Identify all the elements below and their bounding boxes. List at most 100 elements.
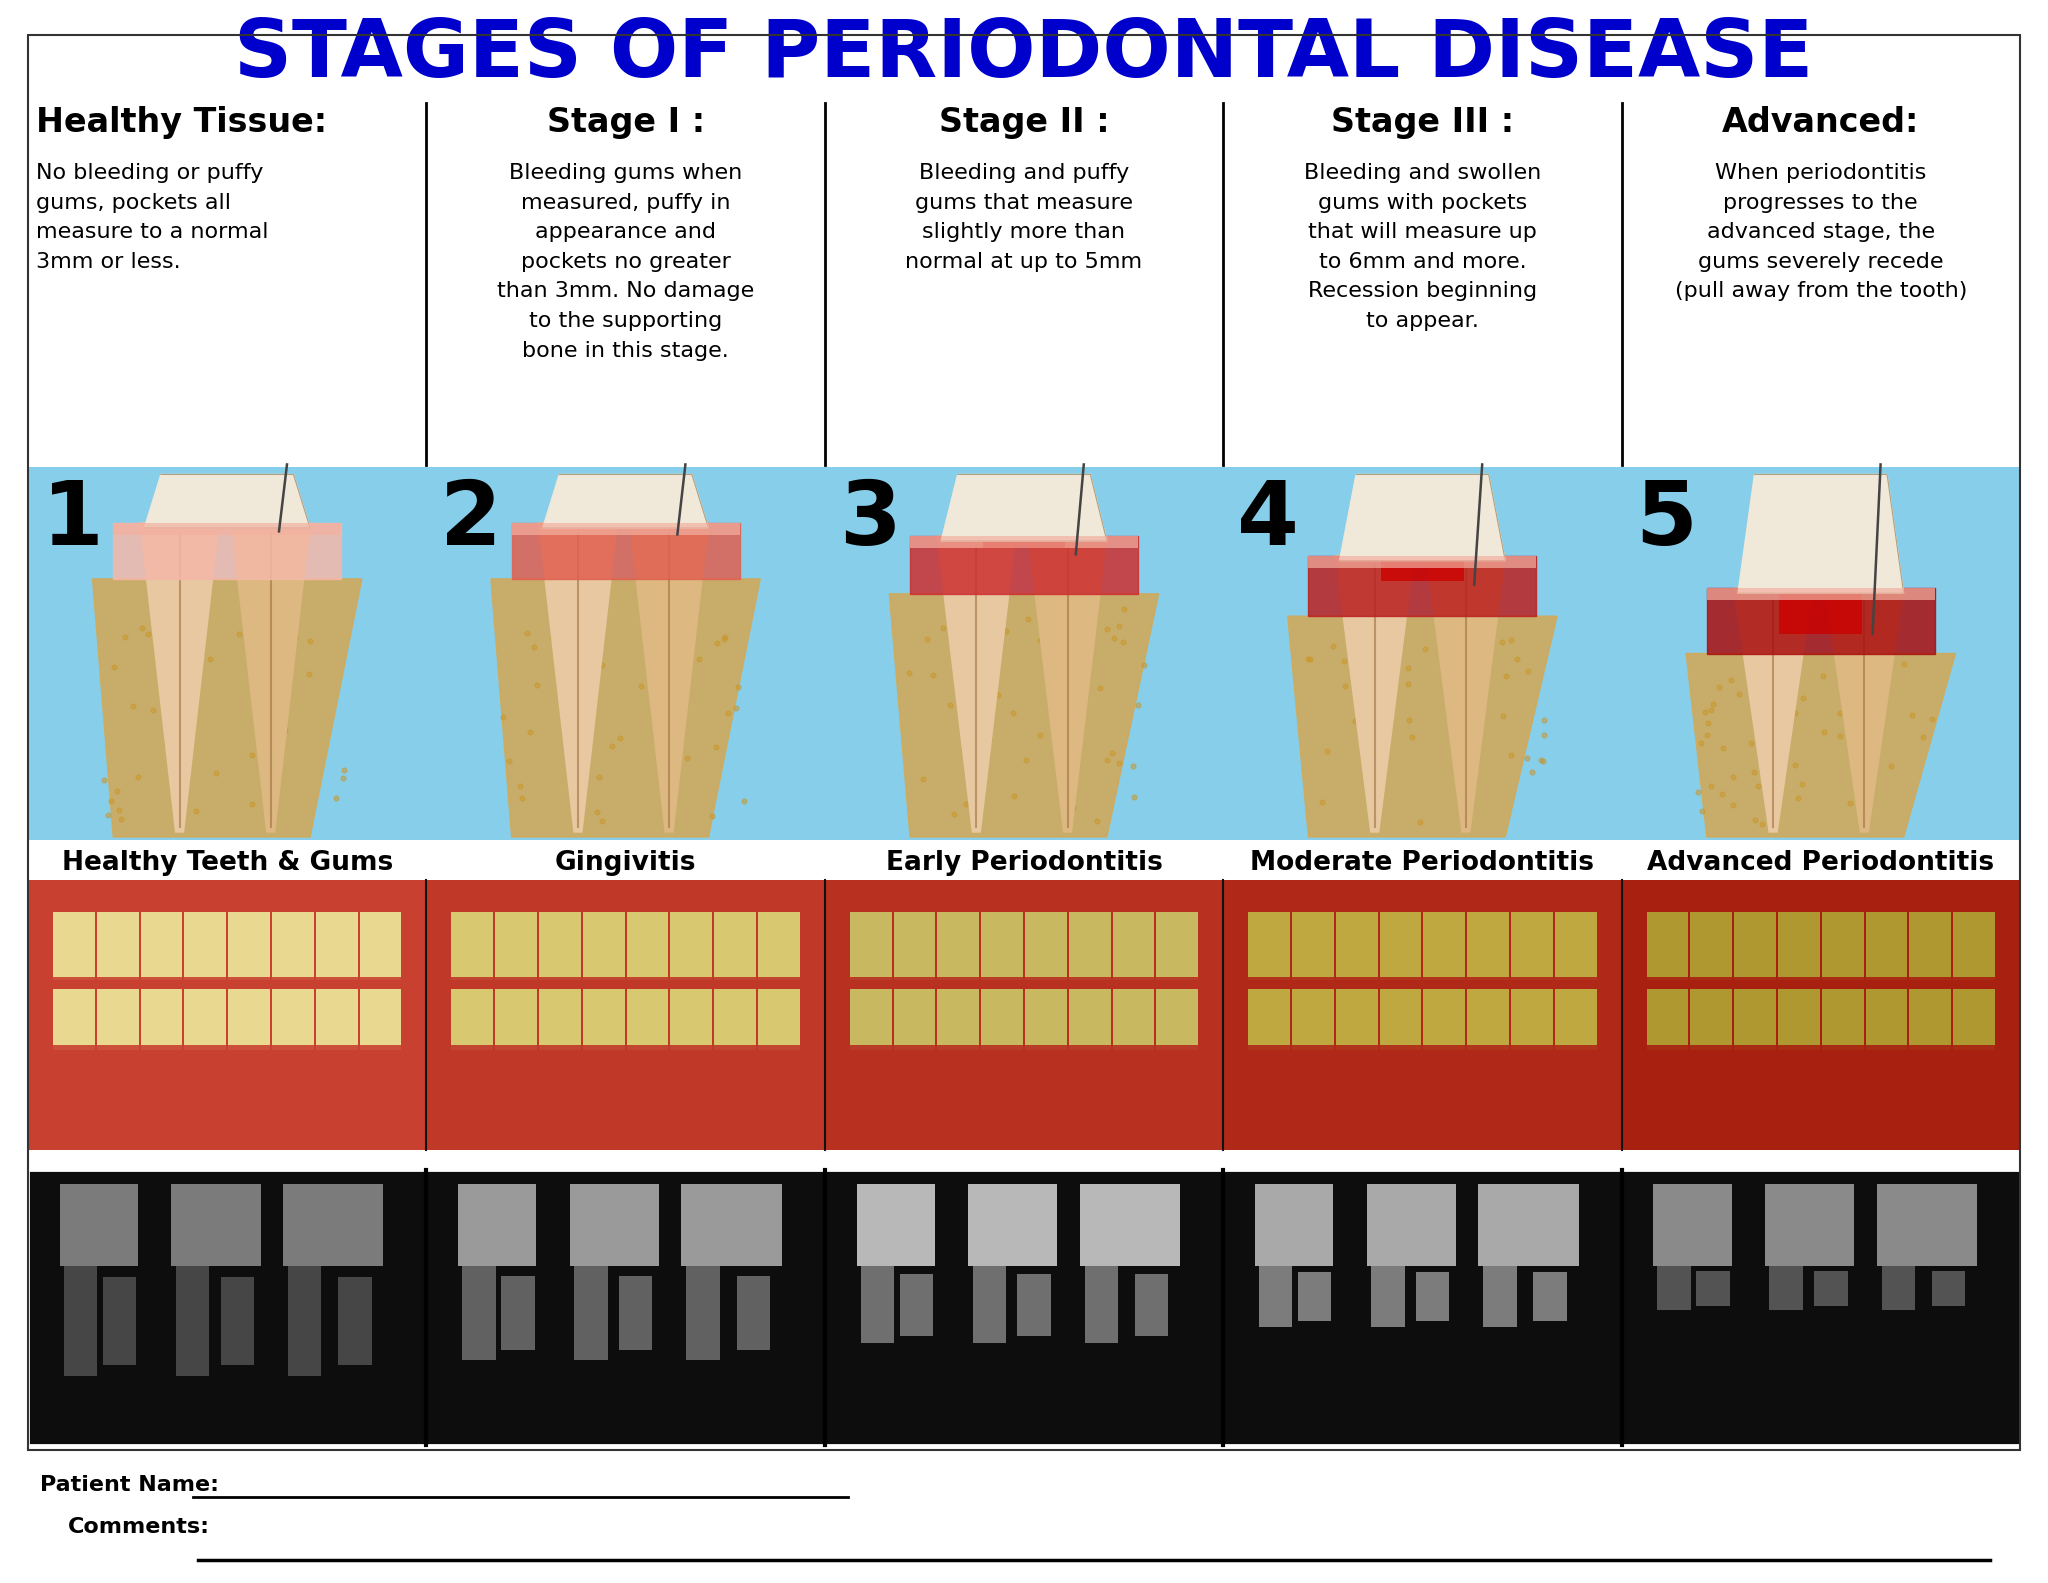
Bar (1309, 556, 1536, 568)
Bar (283, 1184, 383, 1266)
Bar (1823, 988, 1864, 1050)
Polygon shape (113, 522, 342, 579)
Bar (1423, 912, 1464, 980)
Bar (1380, 556, 1464, 581)
Polygon shape (139, 522, 219, 833)
Bar (426, 880, 825, 961)
Bar (584, 522, 668, 527)
Polygon shape (1739, 475, 1905, 594)
Bar (938, 988, 979, 1050)
Text: Stage II :: Stage II : (938, 106, 1110, 139)
Bar (1157, 988, 1198, 1050)
Bar (825, 880, 1223, 1149)
Bar (172, 1184, 260, 1266)
Bar (1135, 1274, 1169, 1336)
Polygon shape (1339, 475, 1505, 560)
Bar (686, 1266, 719, 1360)
Bar (1483, 1266, 1518, 1327)
Bar (141, 988, 182, 1050)
Text: Healthy Tissue:: Healthy Tissue: (37, 106, 328, 139)
Bar (627, 988, 668, 1050)
Bar (113, 522, 342, 535)
Bar (1954, 912, 1995, 980)
Bar (584, 912, 625, 980)
Bar (1765, 1184, 1853, 1266)
Polygon shape (938, 537, 1016, 833)
Text: STAGES OF PERIODONTAL DISEASE: STAGES OF PERIODONTAL DISEASE (233, 16, 1815, 93)
Bar (1657, 1266, 1692, 1311)
Bar (860, 1266, 895, 1344)
Bar (899, 1274, 934, 1336)
Bar (227, 988, 270, 1050)
Bar (850, 988, 891, 1050)
Text: Stage III :: Stage III : (1331, 106, 1513, 139)
Bar (29, 467, 2019, 841)
Bar (856, 1184, 934, 1266)
Text: Bleeding gums when
measured, puffy in
appearance and
pockets no greater
than 3mm: Bleeding gums when measured, puffy in ap… (498, 163, 754, 361)
Bar (737, 1276, 770, 1350)
Bar (618, 1276, 653, 1350)
Bar (338, 1277, 371, 1365)
Bar (1511, 912, 1552, 980)
Bar (96, 988, 139, 1050)
Bar (1247, 988, 1290, 1050)
Bar (1909, 988, 1952, 1050)
Polygon shape (1825, 589, 1905, 833)
Text: 2: 2 (440, 476, 502, 564)
Bar (1069, 988, 1110, 1050)
Bar (893, 988, 936, 1050)
Bar (1696, 1271, 1731, 1306)
Bar (184, 988, 225, 1050)
Bar (289, 1266, 322, 1376)
Bar (1815, 1271, 1847, 1306)
Bar (1882, 1266, 1915, 1311)
Bar (426, 1045, 825, 1051)
Bar (1380, 912, 1421, 980)
Bar (850, 912, 891, 980)
Polygon shape (1706, 589, 1935, 654)
Bar (1554, 912, 1597, 980)
Bar (29, 977, 426, 983)
Bar (29, 880, 426, 1149)
Bar (1292, 912, 1333, 980)
Bar (682, 1184, 782, 1266)
Bar (1112, 988, 1155, 1050)
Bar (1466, 988, 1509, 1050)
Bar (1292, 988, 1333, 1050)
Bar (825, 880, 1223, 961)
Bar (825, 1045, 1223, 1051)
Bar (315, 912, 358, 980)
Bar (1380, 988, 1421, 1050)
Bar (1298, 1273, 1331, 1320)
Bar (909, 537, 1139, 548)
Polygon shape (909, 537, 1139, 594)
Polygon shape (889, 594, 1159, 837)
Text: Patient Name:: Patient Name: (41, 1475, 219, 1494)
Bar (569, 1184, 659, 1266)
Bar (539, 988, 582, 1050)
Bar (1112, 912, 1155, 980)
Bar (1415, 1273, 1450, 1320)
Bar (1223, 1045, 1622, 1051)
Bar (502, 1276, 535, 1350)
Bar (1866, 988, 1907, 1050)
Polygon shape (1028, 537, 1106, 833)
Bar (1255, 1184, 1333, 1266)
Bar (29, 1045, 426, 1051)
Bar (1909, 912, 1952, 980)
Bar (1534, 1273, 1567, 1320)
Bar (1223, 880, 1622, 961)
Bar (227, 912, 270, 980)
Bar (758, 988, 801, 1050)
Bar (584, 988, 625, 1050)
Bar (315, 988, 358, 1050)
Bar (825, 977, 1223, 983)
Bar (1335, 988, 1378, 1050)
Bar (1511, 988, 1552, 1050)
Bar (426, 977, 825, 983)
Polygon shape (543, 475, 709, 529)
Bar (969, 1184, 1057, 1266)
Text: 5: 5 (1636, 476, 1698, 564)
Text: Advanced Periodontitis: Advanced Periodontitis (1647, 850, 1995, 875)
Text: Comments:: Comments: (68, 1517, 211, 1537)
